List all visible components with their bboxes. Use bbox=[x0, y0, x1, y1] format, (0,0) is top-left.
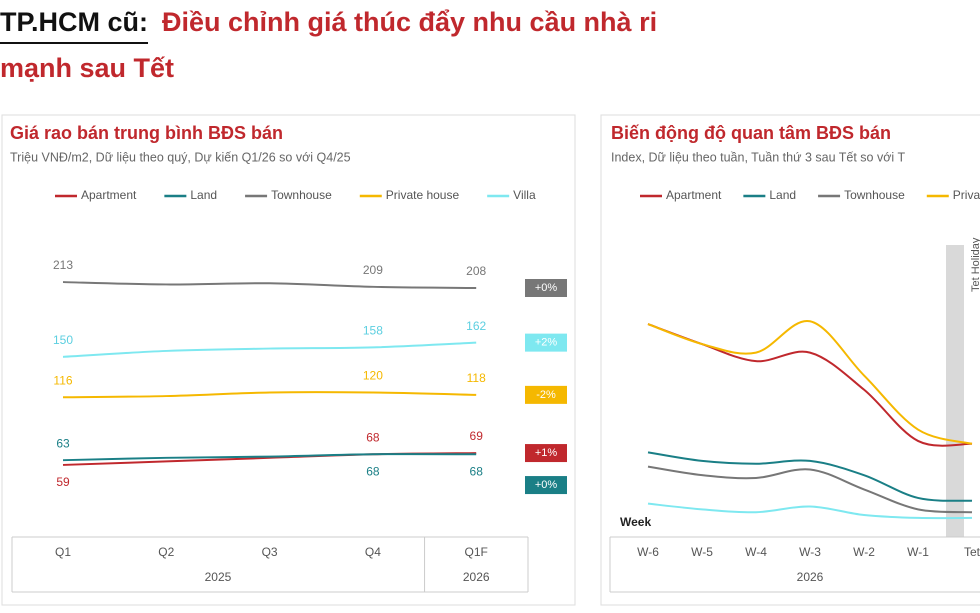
x-group-label: 2025 bbox=[205, 570, 232, 584]
legend-label: Private house bbox=[953, 188, 980, 202]
x-tick-label: Q1 bbox=[55, 545, 71, 559]
legend-label: Villa bbox=[513, 188, 536, 202]
x-tick-label: W-2 bbox=[853, 545, 875, 559]
change-label: -2% bbox=[536, 389, 556, 401]
data-label: 68 bbox=[366, 430, 380, 444]
line-series bbox=[647, 465, 973, 514]
chart-subtitle: Triệu VNĐ/m2, Dữ liệu theo quý, Dự kiến … bbox=[10, 150, 351, 164]
data-label: 158 bbox=[363, 324, 383, 338]
data-label: 209 bbox=[363, 263, 383, 277]
change-badge bbox=[525, 476, 567, 495]
legend-label: Land bbox=[769, 188, 796, 202]
change-badge bbox=[525, 444, 567, 463]
panel bbox=[600, 114, 980, 606]
data-label: 68 bbox=[470, 464, 484, 478]
data-label: 63 bbox=[56, 436, 70, 450]
data-label: 213 bbox=[53, 258, 73, 272]
x-tick-label: W-5 bbox=[691, 545, 713, 559]
legend-label: Apartment bbox=[666, 188, 722, 202]
x-tick-label: Q1F bbox=[465, 545, 488, 559]
data-label: 59 bbox=[56, 475, 70, 489]
headline-prefix: TP.HCM cũ: bbox=[0, 7, 148, 37]
chart-title: Biến động độ quan tâm BĐS bán bbox=[611, 123, 891, 143]
change-label: +0% bbox=[535, 282, 558, 294]
line-series bbox=[62, 391, 477, 399]
x-tick-label: Q3 bbox=[262, 545, 278, 559]
change-badge bbox=[525, 385, 567, 404]
chart-title: Giá rao bán trung bình BĐS bán bbox=[10, 123, 283, 143]
change-label: +1% bbox=[535, 447, 558, 459]
data-label: 116 bbox=[53, 373, 72, 387]
change-badge bbox=[525, 279, 567, 297]
line-series bbox=[62, 453, 477, 462]
x-tick-label: Q2 bbox=[158, 545, 174, 559]
headline: Điều chỉnh giá thúc đẩy nhu cầu nhà ri bbox=[162, 7, 657, 37]
x-tick-label: W-1 bbox=[907, 545, 929, 559]
data-label: 150 bbox=[53, 333, 73, 347]
data-label: 69 bbox=[470, 429, 484, 443]
legend-label: Apartment bbox=[81, 188, 137, 202]
x-tick-label: W-4 bbox=[745, 545, 767, 559]
headline: mạnh sau Tết bbox=[0, 53, 174, 83]
line-series bbox=[647, 502, 973, 520]
x-tick-label: W-6 bbox=[637, 545, 659, 559]
data-label: 208 bbox=[466, 264, 486, 278]
x-tick-label: Tet bbox=[964, 545, 980, 559]
x-group-label: 2026 bbox=[463, 570, 490, 584]
chart-subtitle: Index, Dữ liệu theo tuần, Tuần thứ 3 sau… bbox=[611, 150, 905, 164]
line-series bbox=[647, 320, 973, 445]
panel bbox=[1, 114, 576, 606]
x-group-label: 2026 bbox=[797, 570, 824, 584]
x-tick-label: Q4 bbox=[365, 545, 381, 559]
x-axis-title: Week bbox=[620, 515, 651, 529]
line-series bbox=[62, 281, 477, 289]
change-label: +2% bbox=[535, 337, 558, 349]
change-badge bbox=[525, 333, 567, 352]
legend-label: Townhouse bbox=[271, 188, 332, 202]
change-label: +0% bbox=[535, 479, 558, 491]
holiday-band bbox=[946, 245, 964, 537]
data-label: 120 bbox=[363, 369, 383, 383]
line-series bbox=[62, 341, 477, 358]
data-label: 68 bbox=[366, 464, 380, 478]
x-tick-label: W-3 bbox=[799, 545, 821, 559]
annotation: Tet Holiday bbox=[970, 237, 980, 292]
line-series bbox=[647, 451, 973, 502]
legend-label: Private house bbox=[386, 188, 460, 202]
data-label: 162 bbox=[466, 319, 486, 333]
data-label: 118 bbox=[467, 371, 486, 385]
legend-label: Land bbox=[190, 188, 217, 202]
legend-label: Townhouse bbox=[844, 188, 905, 202]
